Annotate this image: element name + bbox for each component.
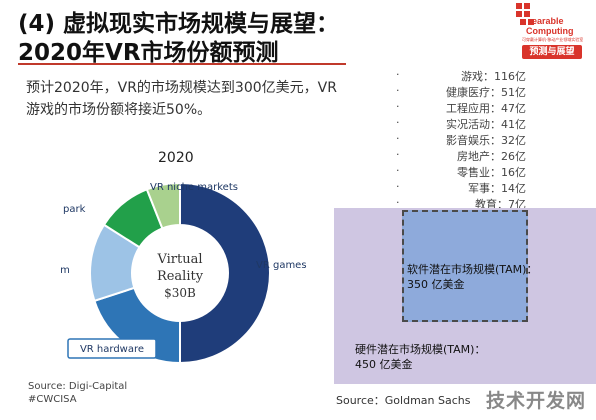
software-tam-box	[402, 210, 528, 322]
source-tag: #CWCISA	[28, 394, 77, 405]
logo-text-1: earable	[532, 16, 564, 26]
breakdown-item: · 健康医疗：51亿	[396, 84, 526, 100]
software-tam-value: 350 亿美金	[407, 278, 465, 291]
title-underline	[18, 63, 346, 65]
breakdown-item-text: 房地产：26亿	[457, 150, 526, 163]
slice-label: VR games	[256, 260, 307, 271]
breakdown-item-text: 游戏：116亿	[461, 70, 526, 83]
breakdown-item: · 军事：14亿	[396, 180, 526, 196]
breakdown-item: · 房地产：26亿	[396, 148, 526, 164]
bullet-icon: ·	[396, 84, 400, 97]
bullet-icon: ·	[396, 132, 400, 145]
logo-text-2: Computing	[526, 26, 574, 36]
breakdown-item-text: 教育：7亿	[475, 198, 526, 211]
software-tam-label: 软件潜在市场规模(TAM)： 350 亿美金	[407, 262, 537, 292]
goldman-source: Source：Goldman Sachs	[336, 394, 471, 407]
breakdown-item: · 影音娱乐：32亿	[396, 132, 526, 148]
slice-label: VR hardware	[80, 344, 144, 355]
slice-vr-niche-markets	[145, 181, 181, 230]
source-digi-capital: Source: Digi-Capital	[28, 381, 128, 392]
breakdown-item: · 游戏：116亿	[396, 68, 526, 84]
hardware-label-box	[67, 338, 157, 359]
slice-vr-games	[179, 181, 271, 365]
hardware-tam-title: 硬件潜在市场规模(TAM)：	[355, 343, 486, 356]
slide-subtitle: 2020年VR市场份额预测	[18, 40, 279, 66]
bullet-icon: ·	[396, 164, 400, 177]
breakdown-item-text: 影音娱乐：32亿	[446, 134, 526, 147]
slide-title: (4) 虚拟现实市场规模与展望：	[18, 11, 340, 37]
hardware-tam-value: 450 亿美金	[355, 358, 413, 371]
bullet-icon: ·	[396, 116, 400, 129]
vr-market-donut-chart: VR games VR hardware VR film VR theme park V…	[60, 181, 307, 365]
breakdown-item: · 工程应用：47亿	[396, 100, 526, 116]
breakdown-item-text: 健康医疗：51亿	[446, 86, 526, 99]
center-label: Virtual	[156, 252, 202, 267]
slice-label: VR theme park	[60, 204, 86, 215]
hardware-tam-label: 硬件潜在市场规模(TAM)： 450 亿美金	[355, 342, 485, 372]
logo-badge: 预测与展望	[522, 45, 582, 59]
market-breakdown-list: · 游戏：116亿 · 健康医疗：51亿 · 工程应用：47亿 · 实况活动：41亿 · 影音娱乐…	[396, 68, 526, 212]
wearable-computing-logo: earable Computing 可穿戴计算机·移动产业领域实验室 预测与展望	[512, 0, 596, 70]
software-tam-title: 软件潜在市场规模(TAM)：	[407, 263, 538, 276]
center-label: Reality	[157, 269, 204, 284]
bullet-icon: ·	[396, 68, 400, 81]
bullet-icon: ·	[396, 196, 400, 209]
breakdown-item: · 零售业：16亿	[396, 164, 526, 180]
chart-source: Source: Digi-Capital #CWCISA	[28, 380, 127, 406]
intro-text: 预计2020年，VR的市场规模达到300亿美元，VR游戏的市场份额将接近50%。	[26, 80, 337, 118]
center-label: $30B	[164, 286, 196, 300]
slice-label: VR film	[60, 265, 70, 276]
slide-header: (4) 虚拟现实市场规模与展望： 2020年VR市场份额预测	[0, 0, 596, 66]
bullet-icon: ·	[396, 148, 400, 161]
breakdown-item-text: 军事：14亿	[468, 182, 526, 195]
slice-label: VR niche markets	[150, 182, 238, 193]
breakdown-item-text: 工程应用：47亿	[446, 102, 526, 115]
bullet-icon: ·	[396, 180, 400, 193]
chart-title: 2020	[158, 150, 194, 166]
breakdown-item: · 教育：7亿	[396, 196, 526, 212]
watermark: 技术开发网	[486, 390, 587, 412]
breakdown-item-text: 实况活动：41亿	[446, 118, 526, 131]
breakdown-item-text: 零售业：16亿	[457, 166, 526, 179]
logo-tagline: 可穿戴计算机·移动产业领域实验室	[522, 37, 584, 42]
bullet-icon: ·	[396, 100, 400, 113]
breakdown-item: · 实况活动：41亿	[396, 116, 526, 132]
